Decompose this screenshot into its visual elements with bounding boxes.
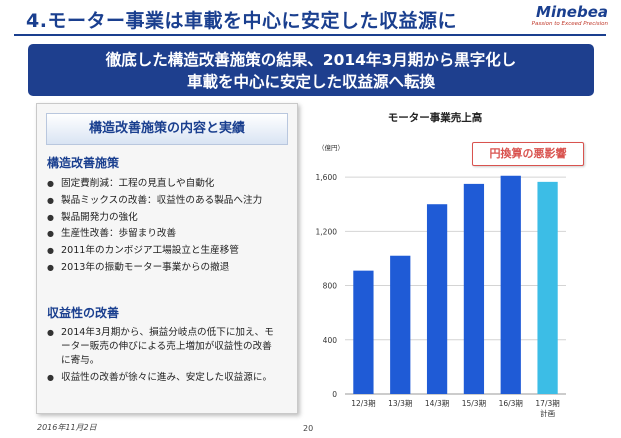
list-item: 製品ミックスの改善：収益性のある製品へ注力	[47, 193, 262, 210]
yen-impact-callout: 円換算の悪影響	[472, 142, 584, 166]
x-tick-label: 13/3期	[388, 399, 412, 408]
measures-list: 固定費削減：工程の見直しや自動化 製品ミックスの改善：収益性のある製品へ注力 製…	[47, 176, 262, 277]
bar-1	[353, 270, 374, 394]
y-tick-label: 1,200	[316, 227, 338, 236]
headline-banner: 徹底した構造改善施策の結果、2014年3月期から黒字化し 車載を中心に安定した収…	[28, 44, 594, 96]
bar-3	[426, 204, 448, 394]
list-item: 収益性の改善が徐々に進み、安定した収益源に。	[47, 371, 281, 385]
chart-title: モーター事業売上高	[388, 111, 483, 124]
title-divider	[14, 34, 606, 36]
x-tick-label: 15/3期	[462, 399, 486, 408]
list-item: 固定費削減：工程の見直しや自動化	[47, 176, 262, 193]
slide-title: 4.モーター事業は車載を中心に安定した収益源に	[26, 10, 457, 32]
bar-4	[463, 183, 485, 394]
profitability-list: 2014年3月期から、損益分岐点の低下に加え、モーター販売の伸びによる売上増加が…	[47, 326, 281, 385]
list-item: 2014年3月期から、損益分岐点の低下に加え、モーター販売の伸びによる売上増加が…	[47, 326, 281, 369]
panel-heading: 構造改善施策の内容と実績	[46, 113, 288, 145]
banner-line-2: 車載を中心に安定した収益源へ転換	[186, 73, 435, 91]
y-tick-label: 400	[323, 336, 338, 345]
x-tick-sublabel: 計画	[540, 408, 555, 418]
x-tick-label: 16/3期	[499, 399, 523, 408]
x-tick-label: 12/3期	[351, 399, 375, 408]
list-item: 生産性改善：歩留まり改善	[47, 226, 262, 243]
bar-2	[390, 255, 411, 394]
y-tick-label: 0	[332, 390, 337, 399]
list-item: 2013年の振動モーター事業からの撤退	[47, 260, 262, 277]
list-item: 製品開発力の強化	[47, 210, 262, 227]
bar-5	[500, 175, 521, 394]
minebea-logo: Minebea Passion to Exceed Precision	[512, 5, 608, 31]
y-axis-unit: （億円）	[318, 143, 344, 152]
logo-name: Minebea	[536, 3, 608, 21]
section-title-measures: 構造改善施策	[47, 156, 120, 170]
slide-date: 2016年11月2日	[37, 423, 97, 432]
list-item: 2011年のカンボジア工場設立と生産移管	[47, 243, 262, 260]
y-tick-label: 1,600	[316, 173, 338, 182]
bar-6	[537, 181, 558, 394]
measures-panel: 構造改善施策の内容と実績 構造改善施策 固定費削減：工程の見直しや自動化 製品ミ…	[36, 103, 298, 414]
x-tick-label: 14/3期	[425, 399, 449, 408]
logo-slogan: Passion to Exceed Precision	[531, 21, 608, 27]
page-number: 20	[303, 424, 314, 433]
banner-line-1: 徹底した構造改善施策の結果、2014年3月期から黒字化し	[105, 51, 517, 69]
x-tick-label: 17/3期	[535, 399, 559, 408]
y-tick-label: 800	[323, 282, 338, 291]
section-title-profitability: 収益性の改善	[47, 306, 120, 320]
